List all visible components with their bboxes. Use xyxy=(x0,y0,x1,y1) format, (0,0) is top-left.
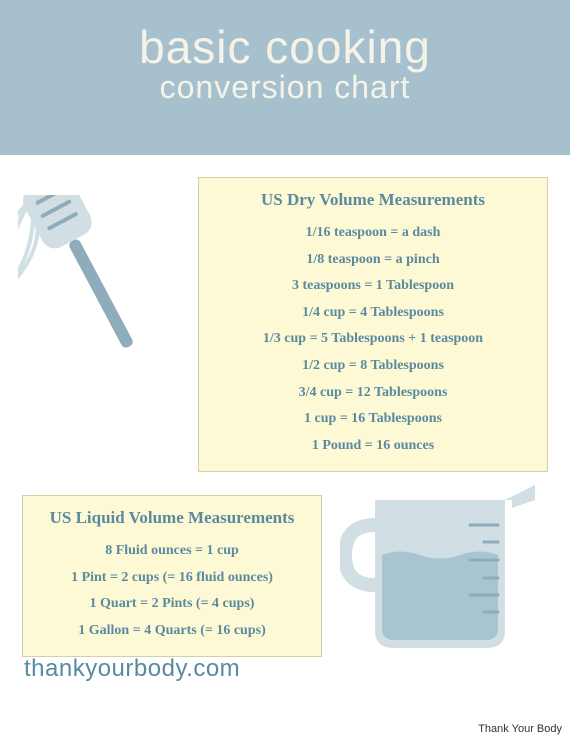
dry-row: 3/4 cup = 12 Tablespoons xyxy=(217,380,529,407)
liquid-row: 1 Pint = 2 cups (= 16 fluid ounces) xyxy=(41,565,303,592)
dry-row: 1 Pound = 16 ounces xyxy=(217,433,529,460)
dry-measurements-panel: US Dry Volume Measurements 1/16 teaspoon… xyxy=(198,177,548,472)
liquid-measurements-panel: US Liquid Volume Measurements 8 Fluid ou… xyxy=(22,495,322,657)
dry-row: 1/3 cup = 5 Tablespoons + 1 teaspoon xyxy=(217,326,529,353)
liquid-row: 8 Fluid ounces = 1 cup xyxy=(41,538,303,565)
utensils-icon xyxy=(18,195,198,475)
sub-title: conversion chart xyxy=(0,69,570,106)
dry-row: 1/4 cup = 4 Tablespoons xyxy=(217,300,529,327)
liquid-row: 1 Quart = 2 Pints (= 4 cups) xyxy=(41,591,303,618)
dry-panel-title: US Dry Volume Measurements xyxy=(217,190,529,210)
liquid-panel-title: US Liquid Volume Measurements xyxy=(41,508,303,528)
measuring-jug-icon xyxy=(340,480,550,660)
image-credit: Thank Your Body xyxy=(478,723,562,735)
dry-row: 3 teaspoons = 1 Tablespoon xyxy=(217,273,529,300)
dry-row: 1/2 cup = 8 Tablespoons xyxy=(217,353,529,380)
liquid-row: 1 Gallon = 4 Quarts (= 16 cups) xyxy=(41,618,303,645)
content-area: US Dry Volume Measurements 1/16 teaspoon… xyxy=(0,155,570,715)
main-title: basic cooking xyxy=(0,20,570,74)
dry-row: 1/8 teaspoon = a pinch xyxy=(217,247,529,274)
dry-row: 1/16 teaspoon = a dash xyxy=(217,220,529,247)
dry-row: 1 cup = 16 Tablespoons xyxy=(217,406,529,433)
header: basic cooking conversion chart xyxy=(0,0,570,155)
footer-url: thankyourbody.com xyxy=(24,655,240,683)
